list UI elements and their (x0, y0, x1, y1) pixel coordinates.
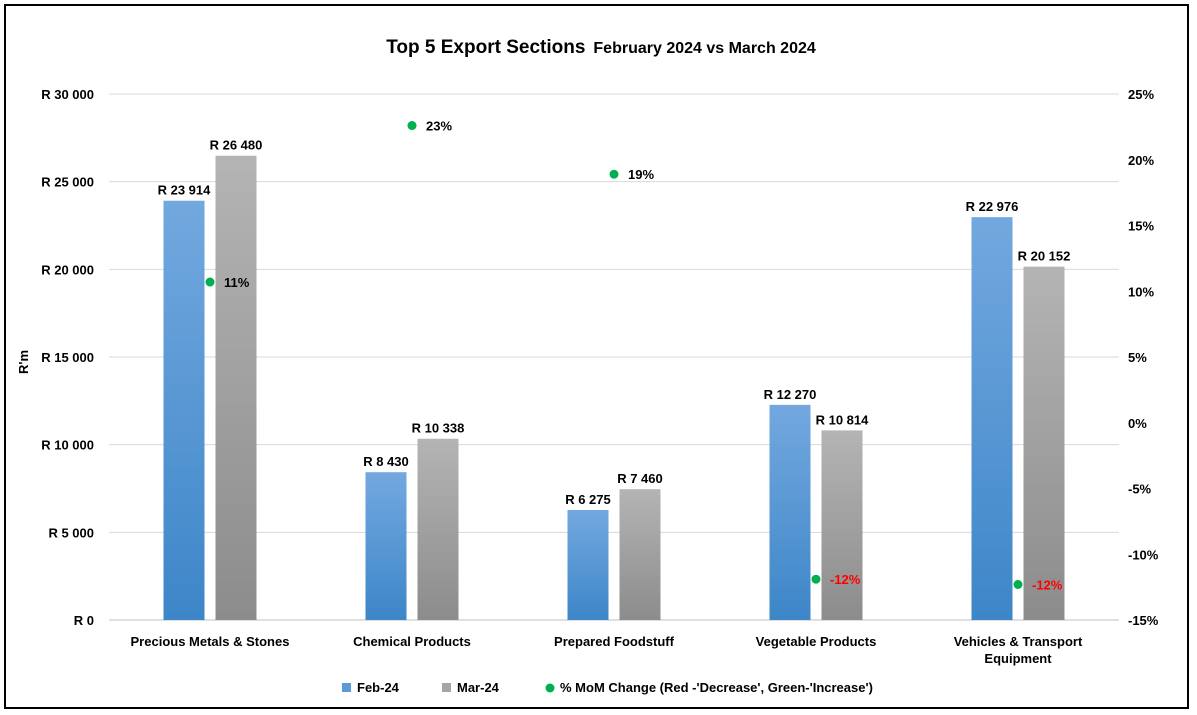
pct-label: -12% (830, 572, 861, 587)
y-tick-label: R 30 000 (41, 87, 94, 102)
y2-tick-label: 10% (1128, 284, 1154, 299)
pct-point (407, 121, 417, 131)
bars (163, 155, 1065, 621)
category-label: Chemical Products (353, 634, 471, 649)
y2-tick-label: -15% (1128, 613, 1159, 628)
category-label: Equipment (984, 651, 1052, 666)
bar-feb-24 (769, 404, 811, 620)
bar-value-label: R 26 480 (210, 138, 263, 153)
pct-label: 23% (426, 119, 452, 134)
legend-label: Mar-24 (457, 680, 500, 695)
bar-value-label: R 10 338 (412, 421, 465, 436)
legend-swatch-mar-24 (442, 683, 451, 692)
y-tick-label: R 0 (74, 613, 94, 628)
bar-mar-24 (1023, 266, 1065, 620)
y-tick-label: R 15 000 (41, 350, 94, 365)
chart-frame: Top 5 Export Sections February 2024 vs Ma… (4, 4, 1189, 709)
category-label: Vegetable Products (756, 634, 877, 649)
bar-value-label: R 23 914 (158, 183, 212, 198)
category-label: Precious Metals & Stones (131, 634, 290, 649)
legend: Feb-24 Mar-24 % MoM Change (Red -'Decrease… (342, 680, 873, 695)
category-labels: Precious Metals & Stones Chemical Product… (131, 634, 1083, 666)
y2-tick-label: 15% (1128, 219, 1154, 234)
y2-tick-label: 20% (1128, 153, 1154, 168)
bar-value-label: R 7 460 (617, 471, 663, 486)
bar-value-label: R 20 152 (1018, 249, 1071, 264)
y2-tick-label: -5% (1128, 482, 1152, 497)
legend-swatch-feb-24 (342, 683, 351, 692)
bar-value-label: R 12 270 (764, 387, 817, 402)
bar-value-label: R 22 976 (966, 199, 1019, 214)
category-label: Prepared Foodstuff (554, 634, 675, 649)
bar-feb-24 (971, 217, 1013, 621)
y-tick-label: R 25 000 (41, 175, 94, 190)
legend-label: % MoM Change (Red -'Decrease', Green-'In… (560, 680, 873, 695)
pct-label: 11% (224, 275, 250, 290)
bar-labels: R 23 914 R 26 480 R 8 430 R 10 338 R 6 275 R … (158, 138, 1071, 507)
gridlines (109, 93, 1119, 621)
pct-point (1013, 579, 1023, 589)
pct-label: 19% (628, 167, 654, 182)
y2-tick-label: 5% (1128, 350, 1147, 365)
y2-axis-ticks: -15% -10% -5% 0% 5% 10% 15% 20% 25% (1128, 87, 1159, 628)
bar-value-label: R 10 814 (816, 412, 870, 427)
pct-point (609, 169, 619, 179)
y-tick-label: R 5 000 (48, 525, 94, 540)
bar-feb-24 (365, 472, 407, 620)
bar-feb-24 (163, 200, 205, 620)
bar-value-label: R 6 275 (565, 492, 611, 507)
bar-feb-24 (567, 509, 609, 620)
bar-mar-24 (215, 155, 257, 620)
bar-mar-24 (821, 430, 863, 620)
pct-points: 11% 23% 19% -12% -12% (205, 119, 1063, 592)
y-axis-ticks: R 0 R 5 000 R 10 000 R 15 000 R 20 000 R 25 0… (41, 87, 94, 628)
y-tick-label: R 10 000 (41, 438, 94, 453)
y-tick-label: R 20 000 (41, 262, 94, 277)
pct-point (205, 277, 215, 287)
y2-tick-label: 25% (1128, 87, 1154, 102)
bar-mar-24 (417, 438, 459, 620)
bar-value-label: R 8 430 (363, 454, 409, 469)
pct-point (811, 574, 821, 584)
bar-mar-24 (619, 489, 661, 620)
legend-marker-pct (545, 683, 555, 693)
category-label: Vehicles & Transport (954, 634, 1083, 649)
chart-title: Top 5 Export Sections February 2024 vs Ma… (386, 37, 816, 58)
y-axis-label: R'm (16, 350, 31, 374)
y2-tick-label: 0% (1128, 416, 1147, 431)
pct-label: -12% (1032, 577, 1063, 592)
y2-tick-label: -10% (1128, 547, 1159, 562)
legend-label: Feb-24 (357, 680, 400, 695)
export-chart: Top 5 Export Sections February 2024 vs Ma… (16, 37, 1159, 695)
